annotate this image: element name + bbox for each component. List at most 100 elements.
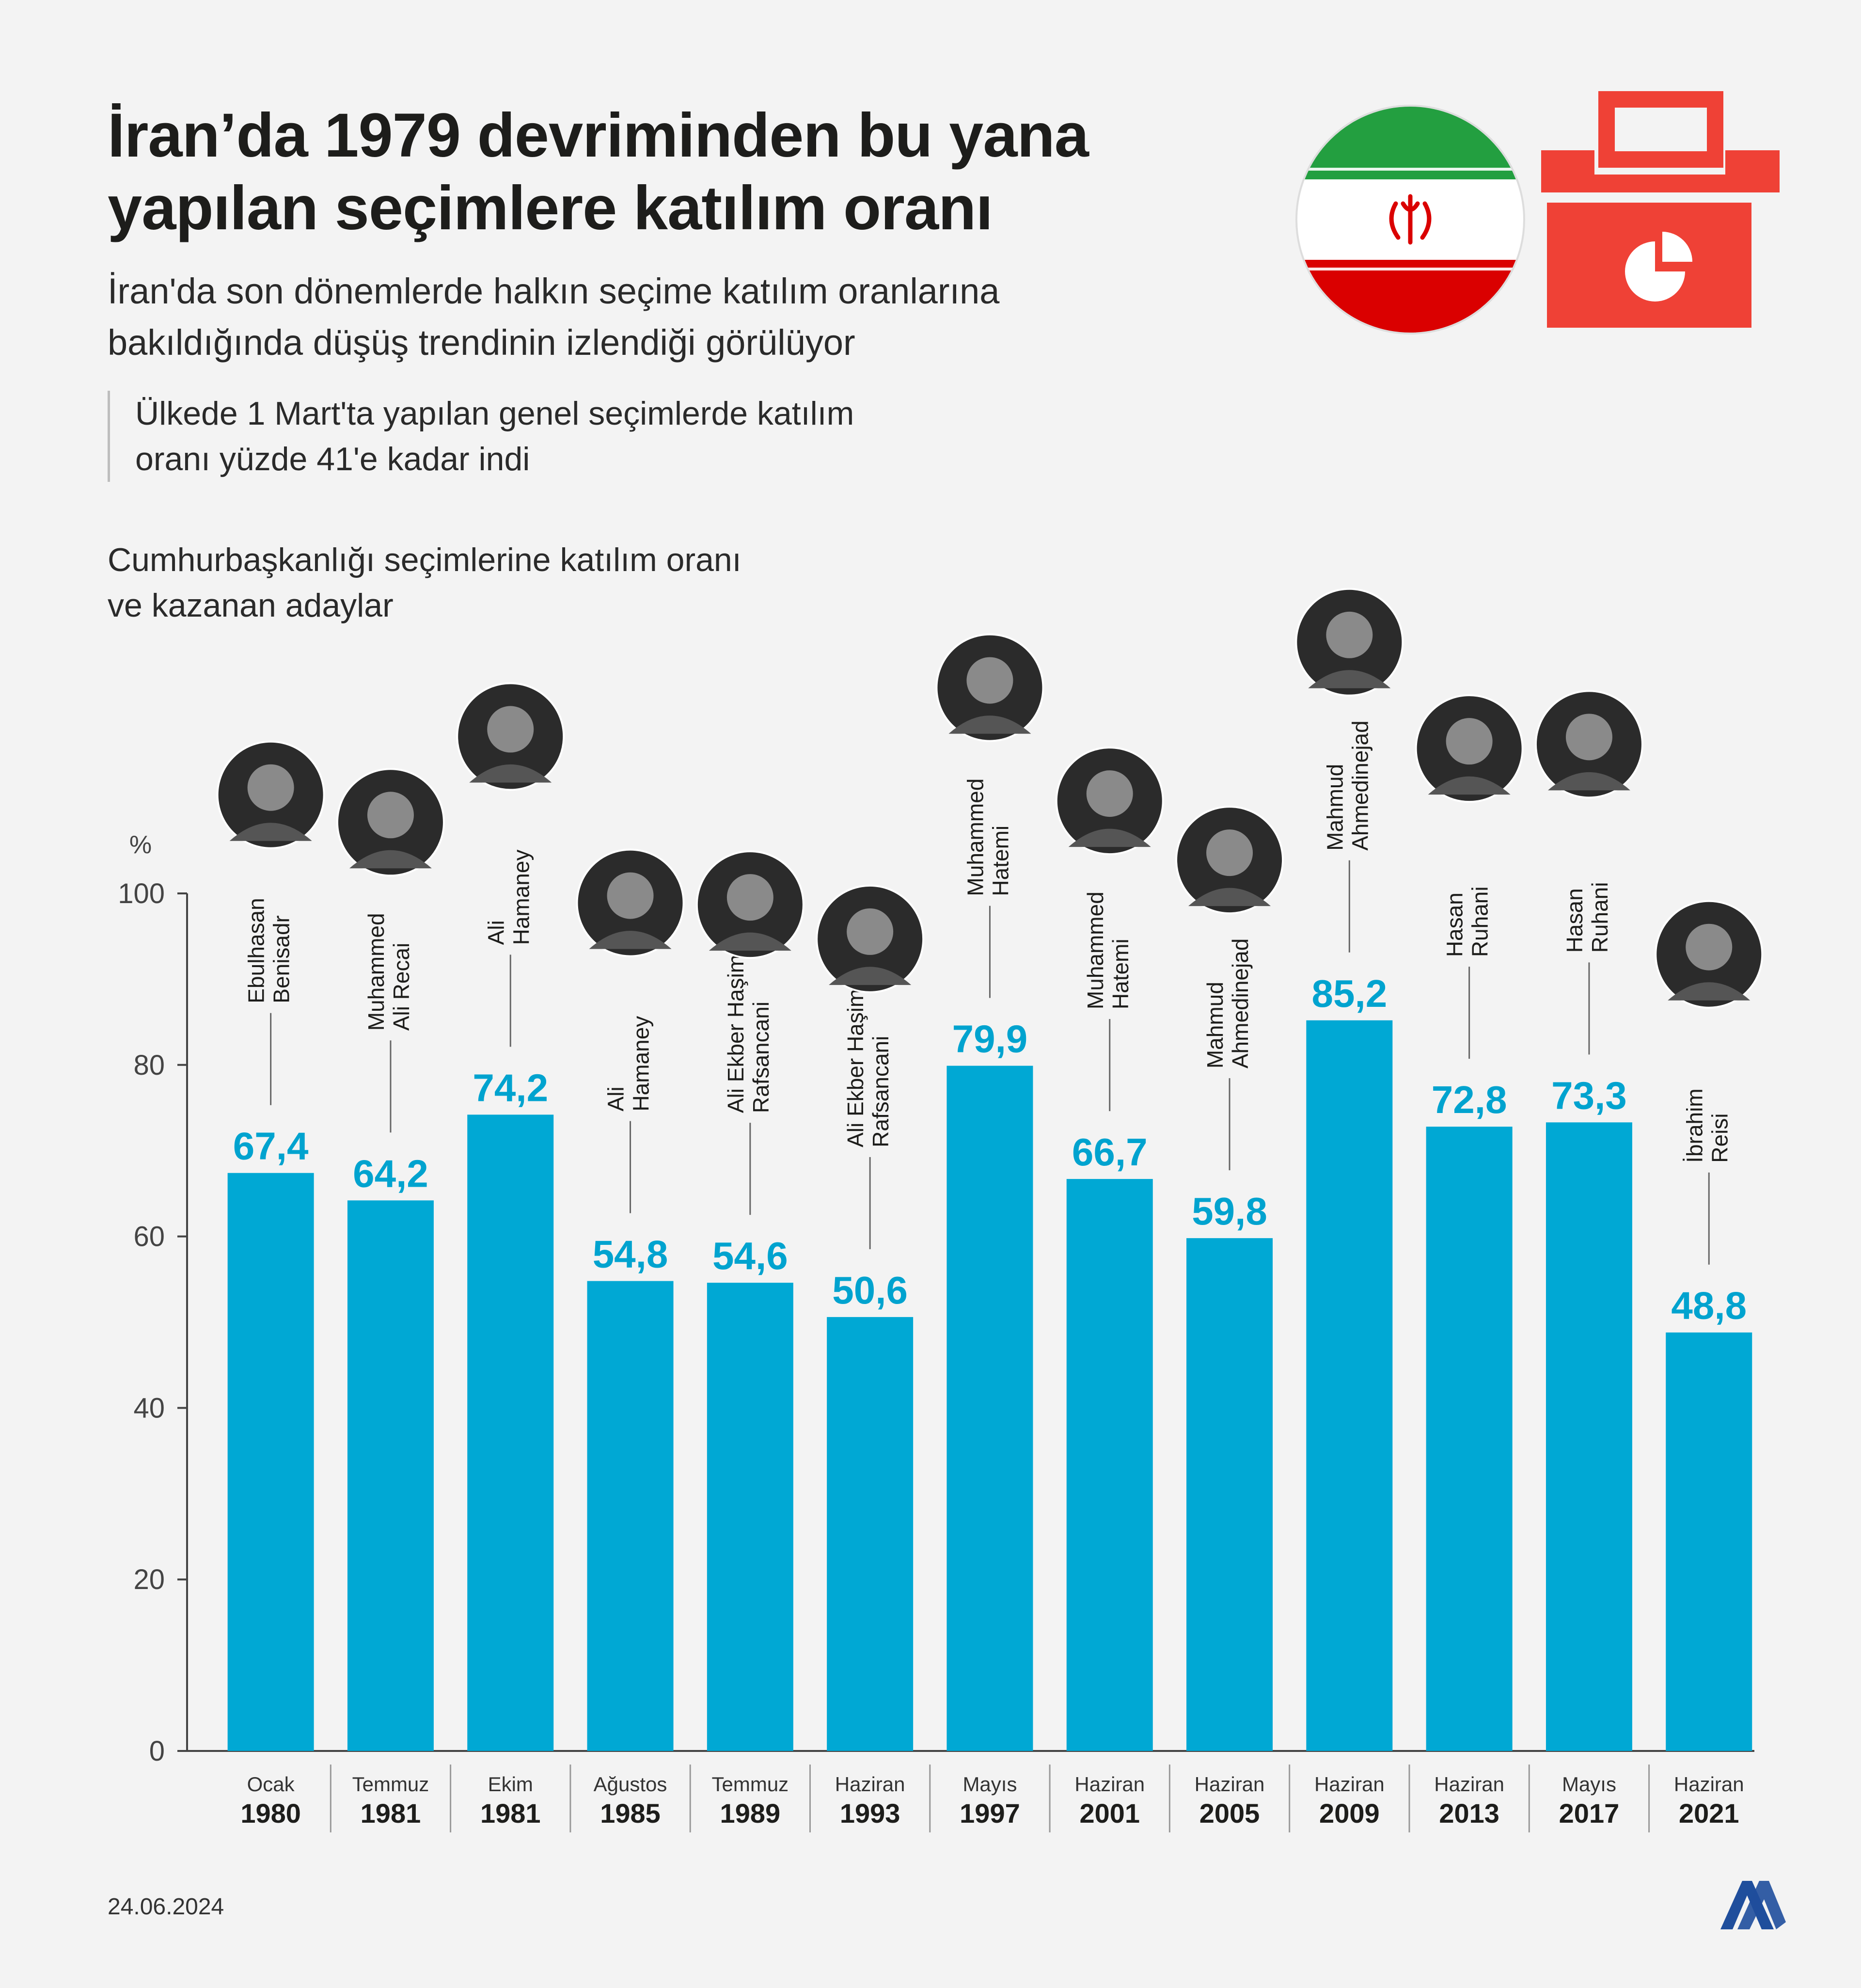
winner-name: Ali Hamaney (603, 1016, 654, 1112)
x-tick-month: Haziran (835, 1773, 905, 1796)
winner-photo-shoulders (589, 931, 672, 949)
winner-name: Hasan Ruhani (1562, 882, 1612, 953)
y-axis-unit-label: % (129, 831, 152, 859)
x-tick-year: 2009 (1319, 1798, 1380, 1829)
winner-photo-shoulders (469, 764, 552, 783)
bar (1666, 1332, 1752, 1751)
x-tick-year: 1997 (960, 1798, 1020, 1829)
winner-name-line-1: Muhammed (363, 913, 389, 1031)
winner-name-line-2: Rafsancani (868, 1036, 893, 1147)
bar (1546, 1122, 1632, 1751)
winner-name-line-1: Ali (483, 920, 508, 945)
winner-name-line-2: Rafsancani (748, 1002, 773, 1113)
value-label: 79,9 (952, 1018, 1028, 1061)
winner-name: Mahmud Ahmedinejad (1322, 720, 1372, 851)
winner-photo-face (1086, 770, 1133, 817)
x-tick-month: Temmuz (352, 1773, 429, 1796)
x-tick-year: 2017 (1559, 1798, 1620, 1829)
winner-name-line-2: Reisi (1707, 1113, 1732, 1162)
winner-photo-shoulders (948, 716, 1031, 734)
y-tick-label: 40 (133, 1392, 165, 1424)
y-tick-label: 20 (133, 1564, 165, 1595)
chart-title: Cumhurbaşkanlığı seçimlerine katılım ora… (108, 537, 1125, 628)
bar (1186, 1238, 1273, 1751)
winner-name: Muhammed Ali Recai (363, 913, 414, 1031)
winner-name: Hasan Ruhani (1442, 886, 1493, 957)
winner-name: Ebulhasan Benisadr (244, 898, 294, 1003)
value-label: 64,2 (353, 1152, 428, 1195)
winner-photo-shoulders (829, 967, 912, 985)
x-tick-month: Haziran (1195, 1773, 1265, 1796)
winner-name-line-1: İbrahim (1682, 1088, 1707, 1162)
winner-name-line-2: Benisadr (269, 915, 294, 1003)
bar (347, 1200, 434, 1751)
winner-name-line-1: Ali (603, 1086, 629, 1111)
x-tick-month: Mayıs (962, 1773, 1017, 1796)
winner-name: Ali Hamaney (483, 850, 534, 945)
winner-name-line-2: Hatemi (1108, 938, 1133, 1009)
x-tick-year: 2013 (1439, 1798, 1499, 1829)
winner-photo-face (1446, 718, 1493, 765)
winner-name-line-2: Ali Recai (389, 943, 414, 1031)
winner-name: Muhammed Hatemi (962, 779, 1013, 896)
winner-photo-face (847, 908, 894, 955)
winner-photo-face (607, 872, 654, 919)
winner-photo-shoulders (349, 850, 432, 869)
winner-name-line-2: Hatemi (988, 826, 1013, 896)
x-tick-year: 2001 (1079, 1798, 1140, 1829)
bar (1066, 1179, 1153, 1751)
value-label: 72,8 (1432, 1078, 1507, 1121)
winner-name: Mahmud Ahmedinejad (1202, 938, 1253, 1069)
winner-photo-face (726, 874, 773, 921)
bar (946, 1066, 1033, 1751)
winner-photo-face (1686, 923, 1733, 970)
winner-photo-face (1326, 611, 1373, 658)
x-tick-month: Haziran (1314, 1773, 1385, 1796)
winner-photo-shoulders (1188, 888, 1271, 907)
aa-logo-icon (1720, 1881, 1786, 1929)
x-tick-month: Ağustos (594, 1773, 667, 1796)
page-title: İran’da 1979 devriminden bu yana yapılan… (108, 99, 1319, 245)
winner-photo-face (966, 657, 1013, 704)
winner-name-line-1: Mahmud (1202, 982, 1228, 1068)
bar (827, 1317, 914, 1751)
winner-photo-face (1565, 714, 1612, 761)
subtitle-line-1: İran'da son dönemlerde halkın seçime kat… (108, 271, 1000, 311)
winner-name: Muhammed Hatemi (1083, 891, 1133, 1009)
bar (227, 1173, 314, 1751)
bar (467, 1114, 554, 1751)
bar (707, 1283, 793, 1751)
winner-name-line-2: Hamaney (508, 850, 534, 945)
value-label: 59,8 (1192, 1190, 1267, 1233)
x-tick-year: 2021 (1679, 1798, 1739, 1829)
y-tick-label: 0 (149, 1735, 165, 1767)
x-tick-month: Ekim (488, 1773, 533, 1796)
bar (587, 1281, 674, 1751)
winner-name-line-1: Muhammed (1083, 891, 1108, 1009)
x-tick-year: 1985 (600, 1798, 661, 1829)
winner-name-line-2: Ruhani (1587, 882, 1612, 953)
title-line-1: İran’da 1979 devriminden bu yana (108, 101, 1089, 170)
winner-name: Ali Ekber Haşimi Rafsancani (723, 950, 773, 1113)
subtitle-line-2: bakıldığında düşüş trendinin izlendiği g… (108, 322, 855, 363)
subtitle: İran'da son dönemlerde halkın seçime kat… (108, 266, 1271, 368)
winner-name-line-2: Hamaney (629, 1016, 654, 1112)
winner-name-line-2: Ahmedinejad (1228, 938, 1253, 1069)
x-tick-month: Haziran (1674, 1773, 1744, 1796)
winner-name-line-2: Ahmedinejad (1347, 720, 1372, 851)
x-tick-year: 1981 (361, 1798, 421, 1829)
winner-photo-shoulders (709, 932, 791, 951)
winner-name-line-1: Ebulhasan (244, 898, 269, 1003)
value-label: 67,4 (233, 1125, 309, 1168)
value-label: 48,8 (1671, 1284, 1747, 1327)
note: Ülkede 1 Mart'ta yapılan genel seçimlerd… (108, 391, 1153, 482)
value-label: 54,8 (593, 1233, 668, 1276)
bar (1306, 1020, 1393, 1751)
winner-name-line-1: Muhammed (962, 779, 988, 896)
winner-photo-shoulders (229, 823, 312, 841)
winner-photo-face (367, 792, 414, 839)
winner-photo-shoulders (1668, 982, 1751, 1001)
x-tick-year: 2005 (1199, 1798, 1260, 1829)
x-tick-month: Haziran (1434, 1773, 1504, 1796)
